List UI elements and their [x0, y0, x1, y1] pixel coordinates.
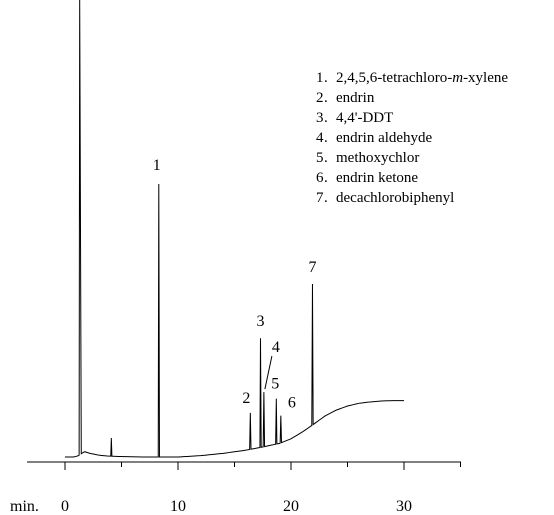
legend-dot: .: [324, 130, 328, 146]
legend-entry: 4,4'-DDT: [336, 110, 393, 126]
legend-dot: .: [324, 70, 328, 86]
legend-dot: .: [324, 90, 328, 106]
legend-number: 6: [316, 170, 324, 186]
legend-entry: endrin: [336, 90, 375, 106]
legend-dot: .: [324, 190, 328, 206]
x-tick-label: 20: [283, 498, 299, 515]
x-tick-label: 30: [396, 498, 412, 515]
legend-entry: 2,4,5,6-tetrachloro-m-xylene: [336, 70, 508, 86]
x-tick-label: 0: [61, 498, 69, 515]
x-axis-label: min.: [10, 498, 39, 515]
peak-label-7: 7: [308, 259, 316, 276]
peak-4-leader: [264, 356, 273, 390]
legend-number: 2: [316, 90, 324, 106]
legend-number: 4: [316, 130, 324, 146]
legend-entry: methoxychlor: [336, 150, 419, 166]
peak-label-6: 6: [288, 395, 296, 412]
legend-number: 7: [316, 190, 324, 206]
legend-entry: endrin aldehyde: [336, 130, 433, 146]
legend-dot: .: [324, 110, 328, 126]
legend-entry: endrin ketone: [336, 170, 418, 186]
legend-number: 1: [316, 70, 324, 86]
legend-entry: decachlorobiphenyl: [336, 190, 454, 206]
legend-dot: .: [324, 170, 328, 186]
peak-label-3: 3: [256, 313, 264, 330]
legend-number: 5: [316, 150, 324, 166]
peak-label-1: 1: [153, 157, 161, 174]
legend-number: 3: [316, 110, 324, 126]
legend-dot: .: [324, 150, 328, 166]
peak-label-2: 2: [242, 390, 250, 407]
x-tick-label: 10: [170, 498, 186, 515]
legend: 1. 2,4,5,6-tetrachloro-m-xylene 2. endrin 3.…: [316, 70, 508, 206]
chromatogram-trace: [65, 0, 404, 458]
peak-label-5: 5: [271, 376, 279, 393]
x-axis-ticks: 0 10 20 30: [61, 462, 461, 515]
peak-label-4: 4: [272, 339, 280, 356]
